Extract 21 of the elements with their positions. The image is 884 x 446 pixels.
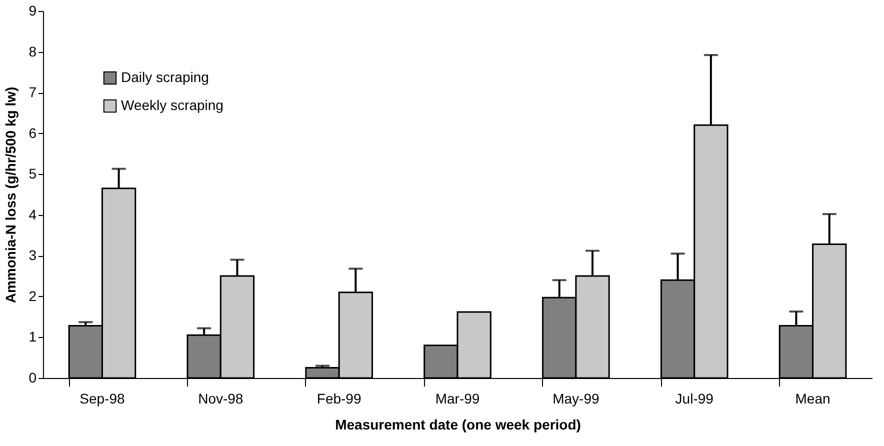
- y-tick-label: 8: [28, 43, 37, 60]
- x-tick-label: Mean: [795, 390, 830, 406]
- y-tick-label: 3: [28, 247, 37, 264]
- x-axis-title: Measurement date (one week period): [335, 416, 581, 432]
- y-axis-title: Ammonia-N loss (g/hr/500 kg lw): [2, 86, 19, 304]
- y-tick-label: 0: [28, 370, 37, 386]
- x-tick-label: Mar-99: [435, 390, 480, 406]
- y-tick-label: 9: [28, 2, 37, 18]
- legend-label: Daily scraping: [121, 69, 209, 85]
- x-tick-label: May-99: [552, 390, 600, 406]
- y-tick-label: 2: [28, 288, 37, 304]
- x-tick-label: Nov-98: [198, 390, 244, 406]
- legend-label: Weekly scraping: [121, 97, 224, 113]
- x-tick-label: Feb-99: [316, 390, 362, 406]
- x-tick-label: Sep-98: [80, 390, 125, 406]
- y-tick-label: 1: [28, 328, 37, 345]
- y-tick-label: 6: [28, 124, 37, 141]
- y-tick-label: 7: [28, 84, 37, 100]
- y-tick-label: 4: [28, 206, 37, 222]
- x-tick-label: Jul-99: [675, 390, 714, 406]
- y-tick-label: 5: [28, 166, 37, 182]
